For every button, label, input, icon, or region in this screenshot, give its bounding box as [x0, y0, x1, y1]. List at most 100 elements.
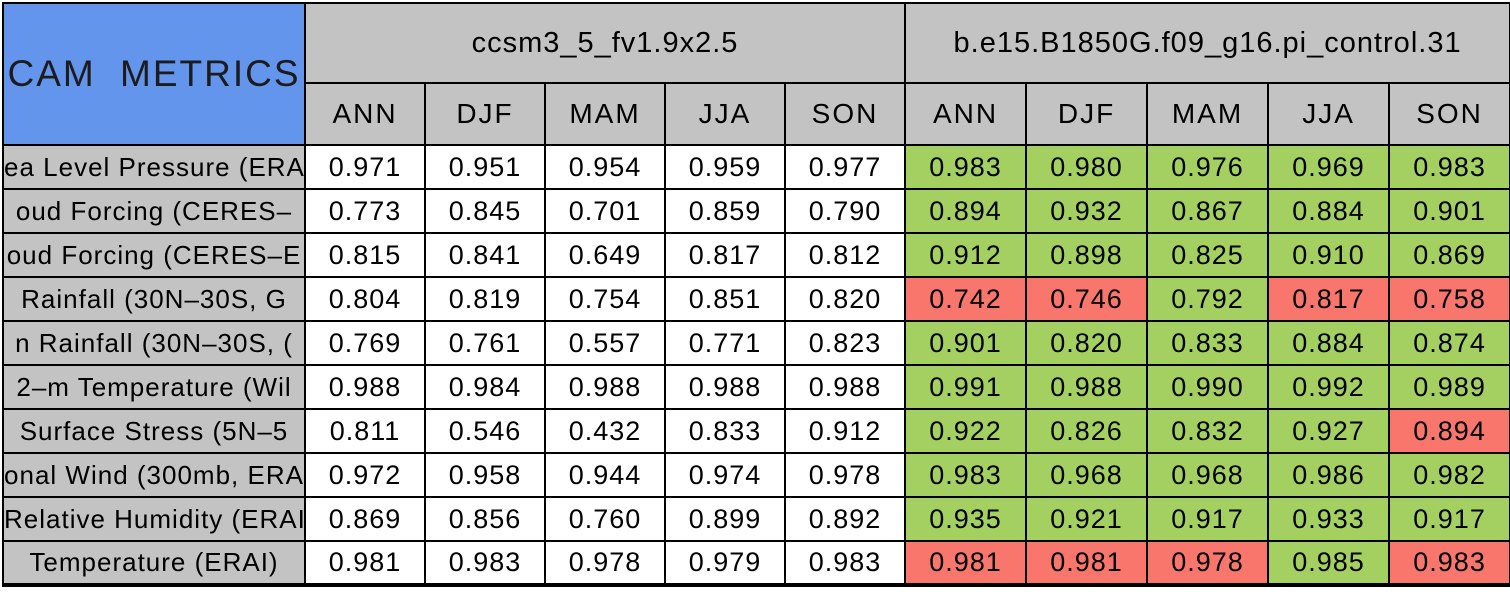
metric-cell-case-better: 0.980 [1025, 144, 1149, 190]
season-header-djf-model1: DJF [424, 82, 546, 146]
metric-cell-baseline: 0.959 [664, 144, 786, 190]
metric-cell-baseline: 0.972 [304, 452, 426, 498]
model-header-row: CAM METRICS ccsm3_5_fv1.9x2.5 b.e15.B185… [2, 2, 1510, 146]
metric-cell-case-better: 0.898 [1025, 232, 1149, 278]
metric-cell-baseline: 0.977 [783, 144, 907, 190]
metric-cell-baseline: 0.869 [304, 496, 426, 542]
metric-cell-baseline: 0.432 [544, 408, 666, 454]
metric-cell-baseline: 0.958 [424, 452, 546, 498]
season-header-jja-model1: JJA [664, 82, 786, 146]
metric-cell-case-better: 0.969 [1267, 144, 1391, 190]
metric-cell-baseline: 0.988 [664, 364, 786, 410]
table-title-cell: CAM METRICS [2, 2, 306, 146]
metric-cell-case-better: 0.833 [1146, 320, 1270, 366]
metric-cell-case-better: 0.792 [1146, 276, 1270, 322]
metric-row: Temperature (ERAI) 0.981 0.983 0.978 0.979 0.… [2, 540, 1510, 586]
metric-cell-baseline: 0.769 [304, 320, 426, 366]
metric-cell-case-better: 0.991 [904, 364, 1028, 410]
metric-cell-case-better: 0.894 [904, 188, 1028, 234]
metric-cell-case-better: 0.867 [1146, 188, 1270, 234]
metric-cell-baseline: 0.546 [424, 408, 546, 454]
metric-cell-baseline: 0.760 [544, 496, 666, 542]
metric-cell-baseline: 0.892 [783, 496, 907, 542]
metric-cell-case-better: 0.989 [1388, 364, 1510, 410]
model2-header: b.e15.B1850G.f09_g16.pi_control.31 [904, 2, 1510, 84]
metric-row: n Rainfall (30N–30S, (0.769 0.761 0.557 0.7… [2, 320, 1510, 366]
metric-cell-baseline: 0.899 [664, 496, 786, 542]
metric-cell-baseline: 0.983 [424, 540, 546, 586]
metric-cell-baseline: 0.981 [304, 540, 426, 586]
metric-cell-baseline: 0.954 [544, 144, 666, 190]
metric-cell-baseline: 0.974 [664, 452, 786, 498]
metric-cell-case-worse: 0.983 [1388, 540, 1510, 586]
metric-row: Rainfall (30N–30S, G 0.804 0.819 0.754 0.851… [2, 276, 1510, 322]
metric-cell-case-worse: 0.742 [904, 276, 1028, 322]
metric-row: oud Forcing (CERES– 0.773 0.845 0.701 0.859 0… [2, 188, 1510, 234]
metric-cell-case-better: 0.968 [1025, 452, 1149, 498]
metric-cell-case-better: 0.983 [904, 144, 1028, 190]
metric-cell-case-better: 0.932 [1025, 188, 1149, 234]
metric-cell-baseline: 0.988 [783, 364, 907, 410]
metric-cell-baseline: 0.754 [544, 276, 666, 322]
metric-cell-baseline: 0.971 [304, 144, 426, 190]
season-header-djf-model2: DJF [1025, 82, 1149, 146]
metric-cell-baseline: 0.845 [424, 188, 546, 234]
metric-cell-baseline: 0.978 [783, 452, 907, 498]
metric-cell-baseline: 0.773 [304, 188, 426, 234]
metric-cell-baseline: 0.978 [544, 540, 666, 586]
metric-cell-baseline: 0.944 [544, 452, 666, 498]
metric-cell-baseline: 0.851 [664, 276, 786, 322]
metric-cell-case-better: 0.985 [1267, 540, 1391, 586]
metric-cell-baseline: 0.771 [664, 320, 786, 366]
season-header-jja-model2: JJA [1267, 82, 1391, 146]
metric-cell-baseline: 0.819 [424, 276, 546, 322]
cam-metrics-table: CAM METRICS ccsm3_5_fv1.9x2.5 b.e15.B185… [2, 2, 1510, 587]
season-header-row: ANN DJF MAM JJA SON ANN DJF MAM JJA SON [3, 82, 1510, 146]
metric-cell-case-worse: 0.817 [1267, 276, 1391, 322]
metric-cell-case-better: 0.901 [904, 320, 1028, 366]
metric-cell-baseline: 0.988 [544, 364, 666, 410]
metric-cell-case-better: 0.990 [1146, 364, 1270, 410]
metric-cell-case-better: 0.921 [1025, 496, 1149, 542]
metric-cell-baseline: 0.983 [783, 540, 907, 586]
metric-cell-case-worse: 0.981 [904, 540, 1028, 586]
metric-cell-case-better: 0.869 [1388, 232, 1510, 278]
metric-row: onal Wind (300mb, ERA 0.972 0.958 0.944 0.97… [2, 452, 1510, 498]
season-header-son-model1: SON [783, 82, 907, 146]
metric-cell-case-better: 0.820 [1025, 320, 1149, 366]
row-label: 2–m Temperature (Wil [2, 364, 306, 410]
metric-cell-baseline: 0.815 [304, 232, 426, 278]
metric-cell-case-better: 0.968 [1146, 452, 1270, 498]
metric-cell-case-better: 0.826 [1025, 408, 1149, 454]
row-label: Temperature (ERAI) [2, 540, 306, 586]
metric-row: Surface Stress (5N–5 0.811 0.546 0.432 0.833… [2, 408, 1510, 454]
metric-cell-case-worse: 0.981 [1025, 540, 1149, 586]
metric-cell-case-better: 0.982 [1388, 452, 1510, 498]
metric-cell-baseline: 0.859 [664, 188, 786, 234]
season-header-mam-model1: MAM [544, 82, 666, 146]
metric-cell-baseline: 0.979 [664, 540, 786, 586]
metric-cell-case-better: 0.922 [904, 408, 1028, 454]
row-label: ea Level Pressure (ERA [2, 144, 306, 190]
metric-cell-case-better: 0.884 [1267, 188, 1391, 234]
row-label: Surface Stress (5N–5 [2, 408, 306, 454]
metric-cell-case-better: 0.910 [1267, 232, 1391, 278]
metric-cell-baseline: 0.984 [424, 364, 546, 410]
metric-cell-case-better: 0.983 [904, 452, 1028, 498]
metric-cell-baseline: 0.951 [424, 144, 546, 190]
season-header-mam-model2: MAM [1146, 82, 1270, 146]
row-label: onal Wind (300mb, ERA [2, 452, 306, 498]
metric-cell-case-worse: 0.758 [1388, 276, 1510, 322]
metric-cell-case-better: 0.917 [1146, 496, 1270, 542]
metric-cell-baseline: 0.988 [304, 364, 426, 410]
metric-cell-baseline: 0.823 [783, 320, 907, 366]
season-header-ann-model2: ANN [904, 82, 1028, 146]
metric-cell-case-better: 0.884 [1267, 320, 1391, 366]
metric-cell-case-better: 0.927 [1267, 408, 1391, 454]
row-label: oud Forcing (CERES– [2, 188, 306, 234]
metric-cell-case-better: 0.901 [1388, 188, 1510, 234]
cam-metrics-panel: CAM METRICS ccsm3_5_fv1.9x2.5 b.e15.B185… [2, 2, 1510, 587]
season-header-son-model2: SON [1388, 82, 1510, 146]
row-label: n Rainfall (30N–30S, ( [2, 320, 306, 366]
row-label: Relative Humidity (ERAI [2, 496, 306, 542]
